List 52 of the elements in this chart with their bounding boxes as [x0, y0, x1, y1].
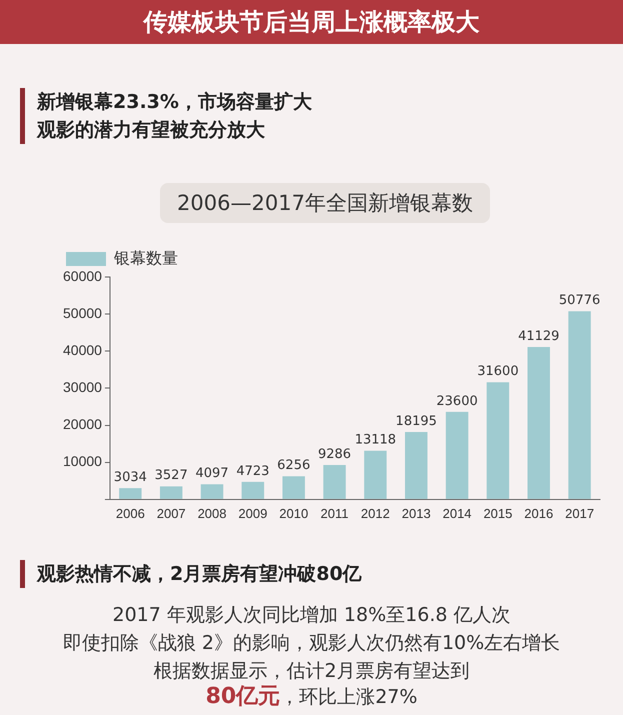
text: 2017 年观影人次同比增加 18%至16.8 亿人次 — [111, 603, 512, 628]
x-tick-label: 2007 — [156, 506, 186, 521]
data-label: 41129 — [518, 328, 560, 344]
data-label: 50776 — [558, 293, 600, 308]
x-tick-label: 2012 — [360, 506, 390, 521]
y-tick-label: 10000 — [62, 453, 102, 470]
bar — [323, 464, 346, 499]
data-label: 23600 — [436, 394, 478, 409]
data-label: 18195 — [396, 414, 437, 429]
x-tick-label: 2016 — [524, 506, 554, 521]
text: 观影的潜力有望被充分放大 — [37, 118, 266, 143]
text: 根据数据显示，估计2月票房有望达到 — [153, 660, 470, 682]
data-label: 4097 — [195, 466, 229, 482]
data-label: 13118 — [354, 432, 396, 448]
x-tick-label: 2008 — [198, 506, 226, 521]
data-label: 4723 — [236, 464, 270, 479]
bar — [486, 382, 510, 499]
bar — [568, 311, 591, 499]
x-tick-label: 2010 — [279, 506, 308, 521]
bar — [528, 346, 550, 499]
bar — [282, 476, 305, 499]
x-tick-label: 2013 — [402, 506, 431, 521]
x-tick-label: 2015 — [483, 506, 512, 521]
x-tick-label: 2017 — [565, 506, 594, 521]
x-tick-label: 2011 — [320, 506, 349, 521]
bar — [404, 432, 428, 499]
y-tick-label: 40000 — [62, 342, 102, 358]
chart-title: 2006—2017年全国新增银幕数 — [160, 183, 490, 223]
x-tick-label: 2006 — [116, 506, 145, 521]
text: 新增银幕23.3%，市场容量扩大 — [37, 90, 312, 115]
text: 传媒板块节后当周上涨概率极大 — [0, 0, 623, 44]
legend-label: 银幕数量 — [113, 249, 178, 268]
y-tick-label: 60000 — [62, 268, 102, 284]
x-tick-label: 2014 — [442, 506, 472, 521]
bar — [242, 482, 264, 499]
y-tick-label: 50000 — [62, 304, 102, 321]
y-tick-label: 20000 — [62, 416, 102, 432]
text: 80亿元 — [206, 684, 280, 709]
y-tick-label: 30000 — [62, 379, 102, 396]
data-label: 6256 — [277, 458, 310, 474]
bar — [364, 450, 387, 499]
bar — [119, 488, 142, 499]
bar — [446, 412, 468, 499]
data-label: 31600 — [477, 364, 519, 380]
data-label: 3034 — [114, 470, 147, 486]
text: 观影热情不减，2月票房有望冲破80亿 — [20, 560, 362, 588]
x-tick-label: 2009 — [238, 506, 268, 521]
data-label: 9286 — [318, 446, 352, 462]
text: 即使扣除《战狼 2》的影响，观影人次仍然有10%左右增长 — [62, 631, 562, 656]
bar — [200, 484, 224, 499]
bar — [160, 486, 182, 499]
data-label: 3527 — [154, 468, 188, 484]
